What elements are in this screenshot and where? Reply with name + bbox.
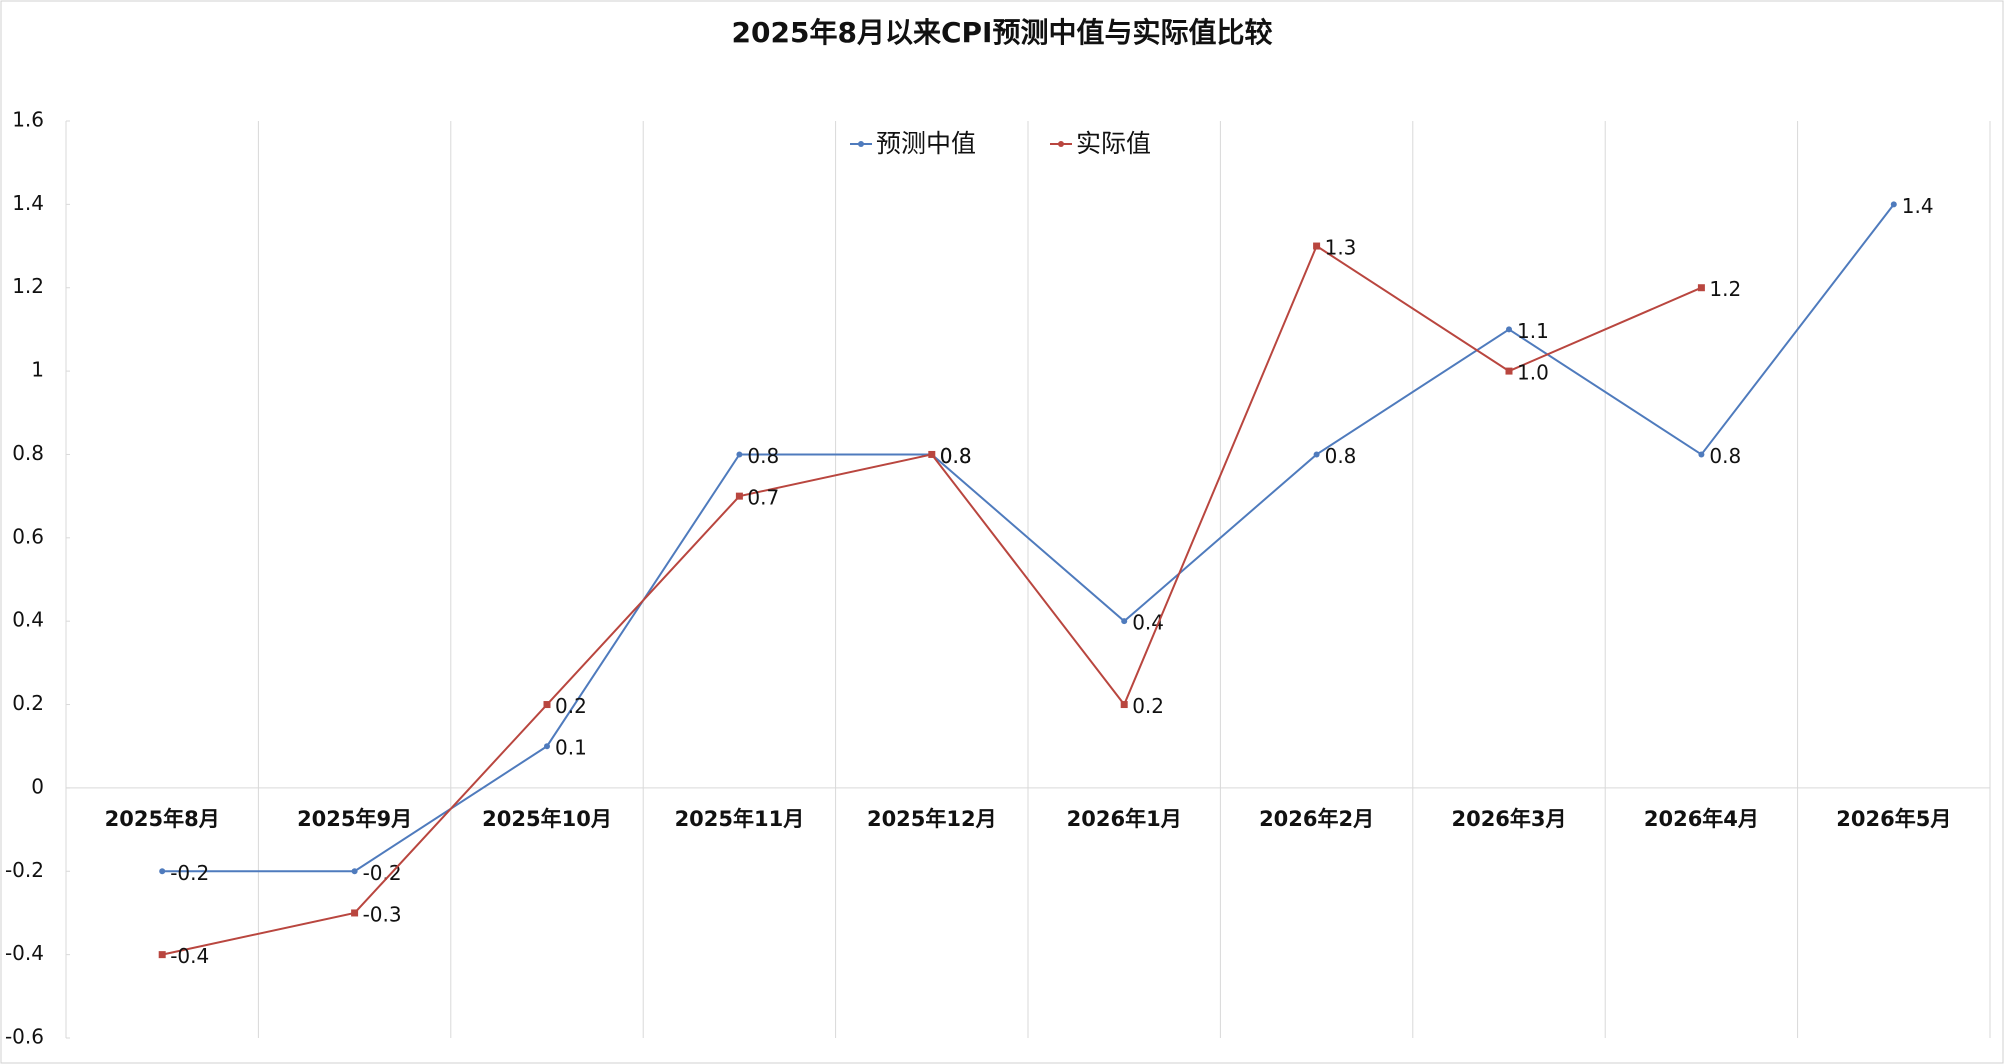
y-tick-label: 0.6 bbox=[12, 524, 44, 548]
legend-marker bbox=[1058, 141, 1064, 147]
point bbox=[351, 909, 359, 917]
point bbox=[1120, 701, 1128, 709]
chart-title: 2025年8月以来CPI预测中值与实际值比较 bbox=[732, 16, 1273, 49]
legend-marker bbox=[858, 141, 864, 147]
legend-label: 预测中值 bbox=[876, 129, 976, 158]
data-label: 0.8 bbox=[747, 444, 779, 468]
point bbox=[1505, 367, 1513, 375]
y-tick-label: 0 bbox=[31, 774, 44, 798]
y-tick-label: 1.4 bbox=[12, 191, 44, 215]
data-label: 1.2 bbox=[1709, 277, 1741, 301]
data-label: 0.2 bbox=[1132, 694, 1164, 718]
data-label: 1.4 bbox=[1902, 194, 1934, 218]
point bbox=[928, 450, 936, 458]
data-label: 0.8 bbox=[1709, 444, 1741, 468]
x-tick-label: 2026年2月 bbox=[1259, 807, 1374, 831]
y-tick-label: 0.4 bbox=[12, 608, 44, 632]
point bbox=[1890, 201, 1897, 208]
data-label: 1.1 bbox=[1517, 319, 1549, 343]
point bbox=[1698, 451, 1705, 458]
x-tick-label: 2025年12月 bbox=[867, 807, 997, 831]
point bbox=[351, 868, 358, 875]
data-label: 1.3 bbox=[1325, 236, 1357, 260]
point bbox=[544, 743, 550, 750]
point bbox=[735, 492, 743, 500]
x-tick-label: 2026年3月 bbox=[1451, 807, 1566, 831]
data-label: 1.0 bbox=[1517, 361, 1549, 385]
point bbox=[736, 451, 743, 458]
data-label: 0.8 bbox=[940, 444, 972, 468]
x-tick-label: 2026年5月 bbox=[1836, 807, 1951, 831]
data-label: -0.3 bbox=[363, 902, 402, 926]
x-tick-label: 2025年9月 bbox=[297, 807, 412, 831]
x-tick-label: 2025年10月 bbox=[482, 807, 612, 831]
y-tick-label: 1 bbox=[31, 358, 44, 382]
x-tick-label: 2026年4月 bbox=[1644, 807, 1759, 831]
data-label: 0.1 bbox=[555, 736, 587, 760]
point bbox=[1313, 242, 1321, 250]
data-label: -0.2 bbox=[170, 861, 209, 885]
legend-label: 实际值 bbox=[1076, 129, 1151, 158]
point bbox=[1506, 326, 1512, 333]
data-label: 0.8 bbox=[1325, 444, 1357, 468]
data-label: -0.2 bbox=[363, 861, 402, 885]
point bbox=[1697, 284, 1705, 292]
point bbox=[543, 701, 551, 709]
data-label: 0.8 bbox=[940, 444, 972, 468]
point bbox=[159, 868, 166, 875]
point bbox=[1313, 451, 1320, 458]
y-tick-label: 1.2 bbox=[12, 274, 44, 298]
y-tick-label: -0.4 bbox=[5, 941, 44, 965]
point bbox=[1121, 618, 1128, 625]
x-tick-label: 2025年11月 bbox=[675, 807, 805, 831]
y-tick-label: 1.6 bbox=[12, 108, 44, 132]
y-tick-label: -0.6 bbox=[5, 1025, 44, 1049]
y-tick-label: -0.2 bbox=[5, 858, 44, 882]
data-label: 0.2 bbox=[555, 694, 587, 718]
data-label: 0.7 bbox=[747, 486, 779, 510]
point bbox=[158, 951, 166, 959]
y-tick-label: 0.8 bbox=[12, 441, 44, 465]
data-label: -0.4 bbox=[170, 944, 209, 968]
x-tick-label: 2026年1月 bbox=[1067, 807, 1182, 831]
y-tick-label: 0.2 bbox=[12, 691, 44, 715]
x-tick-label: 2025年8月 bbox=[105, 807, 220, 831]
